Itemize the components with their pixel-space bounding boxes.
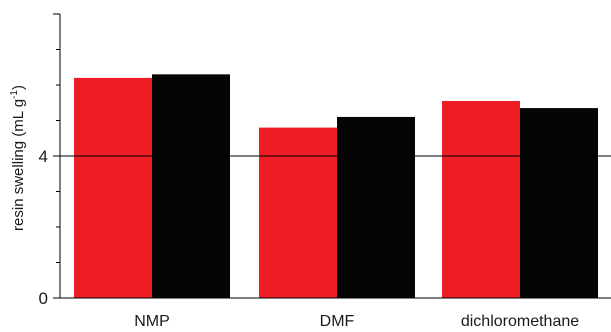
y-axis-tick-labels: 04 [39,147,48,308]
bars-group [74,74,598,299]
y-tick-label: 4 [39,147,48,166]
y-axis-title: resin swelling (mL g-1) [9,85,27,231]
bar-dichloromethane-series-1 [442,100,520,298]
x-axis-category-labels: NMP DMF dichloromethane [134,313,579,330]
y-axis-title-superscript: -1 [9,90,20,99]
y-axis-title-main: resin swelling (mL g [10,99,27,231]
x-category-label: DMF [320,313,355,330]
bar-nmp-series-2 [152,74,230,298]
y-tick-label: 0 [39,289,48,308]
x-category-label: dichloromethane [461,313,579,330]
bar-dmf-series-1 [259,127,337,298]
bar-nmp-series-1 [74,77,152,299]
x-category-label: NMP [134,313,170,330]
y-axis-title-close: ) [10,85,27,90]
bar-dmf-series-2 [337,116,415,298]
y-axis-ticks [53,13,60,299]
bar-dichloromethane-series-2 [520,108,598,298]
